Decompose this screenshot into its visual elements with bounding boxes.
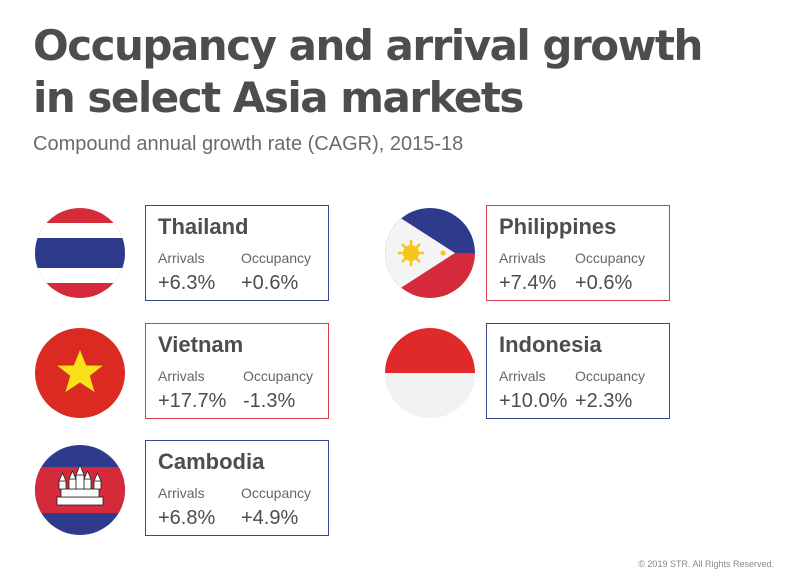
arrivals-label: Arrivals — [158, 368, 205, 384]
arrivals-value: +17.7% — [158, 390, 227, 412]
cambodia-flag-icon — [35, 445, 125, 535]
country-name: Indonesia — [499, 332, 602, 357]
occupancy-label: Occupancy — [241, 485, 312, 501]
copyright-notice: © 2019 STR. All Rights Reserved. — [638, 559, 774, 569]
country-name: Vietnam — [158, 332, 244, 357]
market-card-philippines: Philippines Arrivals Occupancy +7.4% +0.… — [486, 205, 670, 301]
market-card-vietnam: Vietnam Arrivals Occupancy +17.7% -1.3% — [145, 323, 329, 419]
vietnam-flag-icon — [35, 328, 125, 418]
arrivals-label: Arrivals — [158, 485, 205, 501]
philippines-flag-icon — [385, 208, 475, 298]
occupancy-label: Occupancy — [243, 368, 314, 384]
arrivals-label: Arrivals — [158, 250, 205, 266]
country-name: Thailand — [158, 214, 249, 239]
occupancy-value: -1.3% — [243, 390, 296, 412]
thailand-flag-icon — [35, 208, 125, 298]
market-card-thailand: Thailand Arrivals Occupancy +6.3% +0.6% — [145, 205, 329, 301]
occupancy-value: +0.6% — [241, 272, 299, 294]
arrivals-label: Arrivals — [499, 250, 546, 266]
arrivals-value: +10.0% — [499, 390, 568, 412]
occupancy-value: +4.9% — [241, 507, 299, 529]
occupancy-label: Occupancy — [241, 250, 312, 266]
occupancy-value: +2.3% — [575, 390, 633, 412]
arrivals-label: Arrivals — [499, 368, 546, 384]
country-name: Cambodia — [158, 449, 265, 474]
arrivals-value: +6.3% — [158, 272, 216, 294]
occupancy-value: +0.6% — [575, 272, 633, 294]
arrivals-value: +6.8% — [158, 507, 216, 529]
page-title: Occupancy and arrival growth in select A… — [33, 21, 703, 122]
indonesia-flag-icon — [385, 328, 475, 418]
country-name: Philippines — [499, 214, 617, 239]
arrivals-value: +7.4% — [499, 272, 557, 294]
occupancy-label: Occupancy — [575, 368, 646, 384]
market-card-indonesia: Indonesia Arrivals Occupancy +10.0% +2.3… — [486, 323, 670, 419]
page-subtitle: Compound annual growth rate (CAGR), 2015… — [33, 133, 464, 155]
occupancy-label: Occupancy — [575, 250, 646, 266]
market-card-cambodia: Cambodia Arrivals Occupancy +6.8% +4.9% — [145, 440, 329, 536]
